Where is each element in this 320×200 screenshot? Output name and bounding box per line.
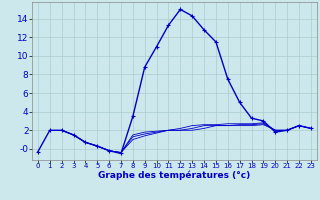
X-axis label: Graphe des températures (°c): Graphe des températures (°c)	[98, 171, 251, 180]
